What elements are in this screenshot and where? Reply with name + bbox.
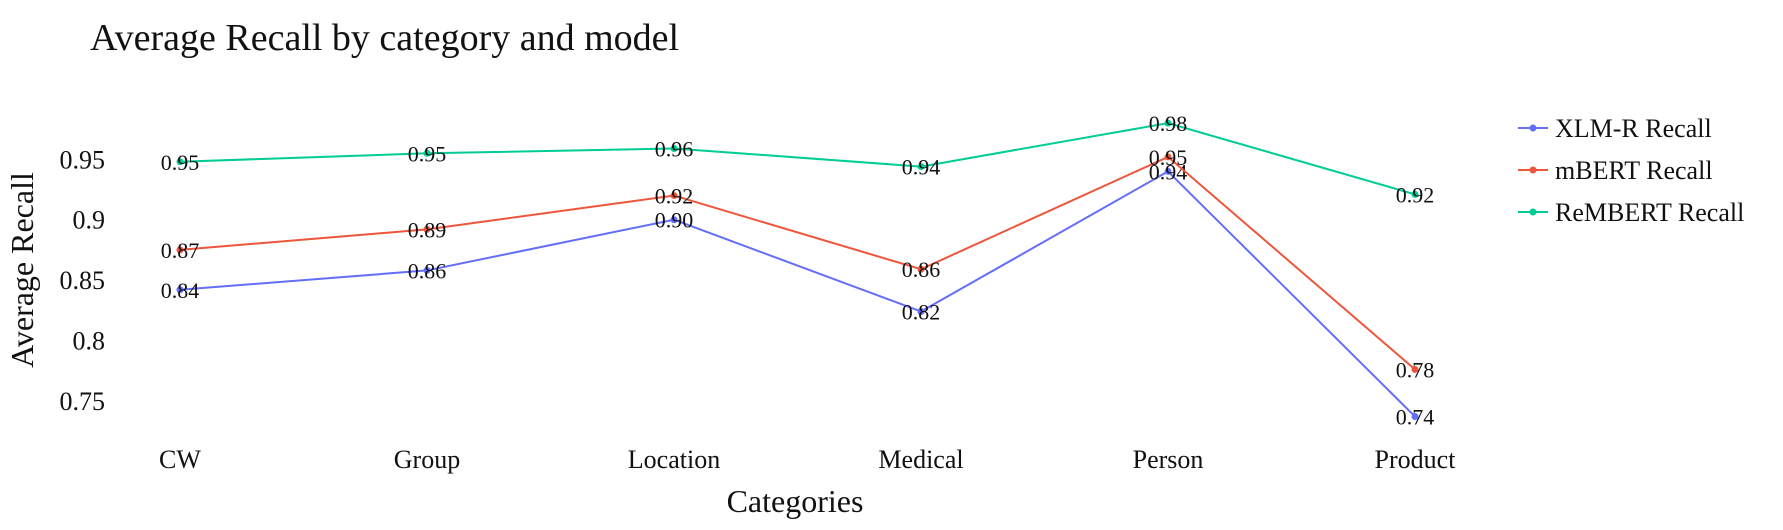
data-point-xlmr[interactable]: [1164, 167, 1172, 175]
data-label-xlmr: 0.74: [1396, 405, 1435, 430]
series-layer: 0.84 0.86 0.90 0.82 0.94 0.74 0.87 0.89 0.92 0.86…: [161, 111, 1435, 429]
legend-swatch-marker: [1529, 166, 1537, 174]
data-label-rembert: 0.98: [1149, 111, 1188, 136]
data-label-rembert: 0.92: [1396, 182, 1435, 207]
data-point-mbert[interactable]: [1164, 153, 1172, 161]
series-rembert: 0.95 0.95 0.96 0.94 0.98 0.92: [161, 111, 1435, 207]
y-tick-label: 0.8: [73, 326, 106, 355]
data-point-rembert[interactable]: [1411, 190, 1419, 198]
series-line-mbert: [179, 155, 1416, 371]
data-point-xlmr[interactable]: [176, 286, 184, 294]
data-point-xlmr[interactable]: [423, 266, 431, 274]
data-label-rembert: 0.96: [655, 136, 694, 161]
legend-item-rembert[interactable]: ReMBERT Recall: [1518, 198, 1744, 227]
data-point-rembert[interactable]: [917, 163, 925, 171]
data-label-rembert: 0.95: [408, 141, 447, 166]
x-tick-label: Product: [1375, 445, 1457, 474]
legend-item-xlmr[interactable]: XLM-R Recall: [1518, 114, 1712, 143]
data-point-mbert[interactable]: [917, 265, 925, 273]
x-axis-title: Categories: [727, 483, 864, 519]
y-tick-label: 0.9: [73, 206, 106, 235]
legend-label: mBERT Recall: [1555, 156, 1713, 185]
data-point-xlmr[interactable]: [670, 216, 678, 224]
data-point-rembert[interactable]: [1164, 119, 1172, 127]
data-label-mbert: 0.95: [1149, 145, 1188, 170]
chart-title: Average Recall by category and model: [90, 17, 679, 59]
series-line-rembert: [179, 122, 1416, 196]
series-line-xlmr: [179, 170, 1416, 418]
x-tick-label: Medical: [878, 445, 963, 474]
x-tick-label: Person: [1133, 445, 1204, 474]
data-label-mbert: 0.87: [161, 238, 200, 263]
data-point-mbert[interactable]: [1411, 365, 1419, 373]
y-tick-label: 0.75: [60, 387, 106, 416]
legend-swatch-marker: [1529, 208, 1537, 216]
data-point-mbert[interactable]: [670, 192, 678, 200]
data-label-rembert: 0.95: [161, 150, 200, 175]
series-xlmr: 0.840.860.900.820.940.74: [161, 159, 1435, 429]
x-tick-label: Location: [628, 445, 720, 474]
data-point-mbert[interactable]: [423, 225, 431, 233]
data-label-xlmr: 0.90: [655, 208, 694, 233]
data-label-xlmr: 0.84: [161, 278, 200, 303]
data-point-xlmr[interactable]: [917, 307, 925, 315]
y-axis-ticks: 0.75 0.8 0.85 0.9 0.95: [60, 145, 106, 416]
y-tick-label: 0.85: [60, 266, 106, 295]
data-label-xlmr: 0.82: [902, 299, 941, 324]
data-point-rembert[interactable]: [423, 149, 431, 157]
data-label-xlmr: 0.86: [408, 258, 447, 283]
legend-label: ReMBERT Recall: [1555, 198, 1744, 227]
legend: XLM-R Recall mBERT Recall ReMBERT Recall: [1518, 114, 1744, 227]
data-label-mbert: 0.89: [408, 217, 447, 242]
x-tick-label: CW: [159, 445, 201, 474]
data-point-rembert[interactable]: [176, 158, 184, 166]
y-tick-label: 0.95: [60, 145, 106, 174]
legend-swatch-marker: [1529, 124, 1537, 132]
legend-label: XLM-R Recall: [1555, 114, 1712, 143]
data-label-rembert: 0.94: [902, 155, 941, 180]
data-point-xlmr[interactable]: [1411, 413, 1419, 421]
series-mbert: 0.87 0.89 0.92 0.86 0.95 0.78: [161, 145, 1435, 383]
x-tick-label: Group: [394, 445, 460, 474]
data-label-mbert: 0.78: [1396, 357, 1435, 382]
data-label-mbert: 0.86: [902, 257, 941, 282]
data-point-rembert[interactable]: [670, 144, 678, 152]
x-axis-ticks: CW Group Location Medical Person Product: [159, 445, 1456, 474]
data-label-mbert: 0.92: [655, 184, 694, 209]
data-point-mbert[interactable]: [176, 246, 184, 254]
legend-item-mbert[interactable]: mBERT Recall: [1518, 156, 1713, 185]
y-axis-title: Average Recall: [4, 172, 40, 368]
